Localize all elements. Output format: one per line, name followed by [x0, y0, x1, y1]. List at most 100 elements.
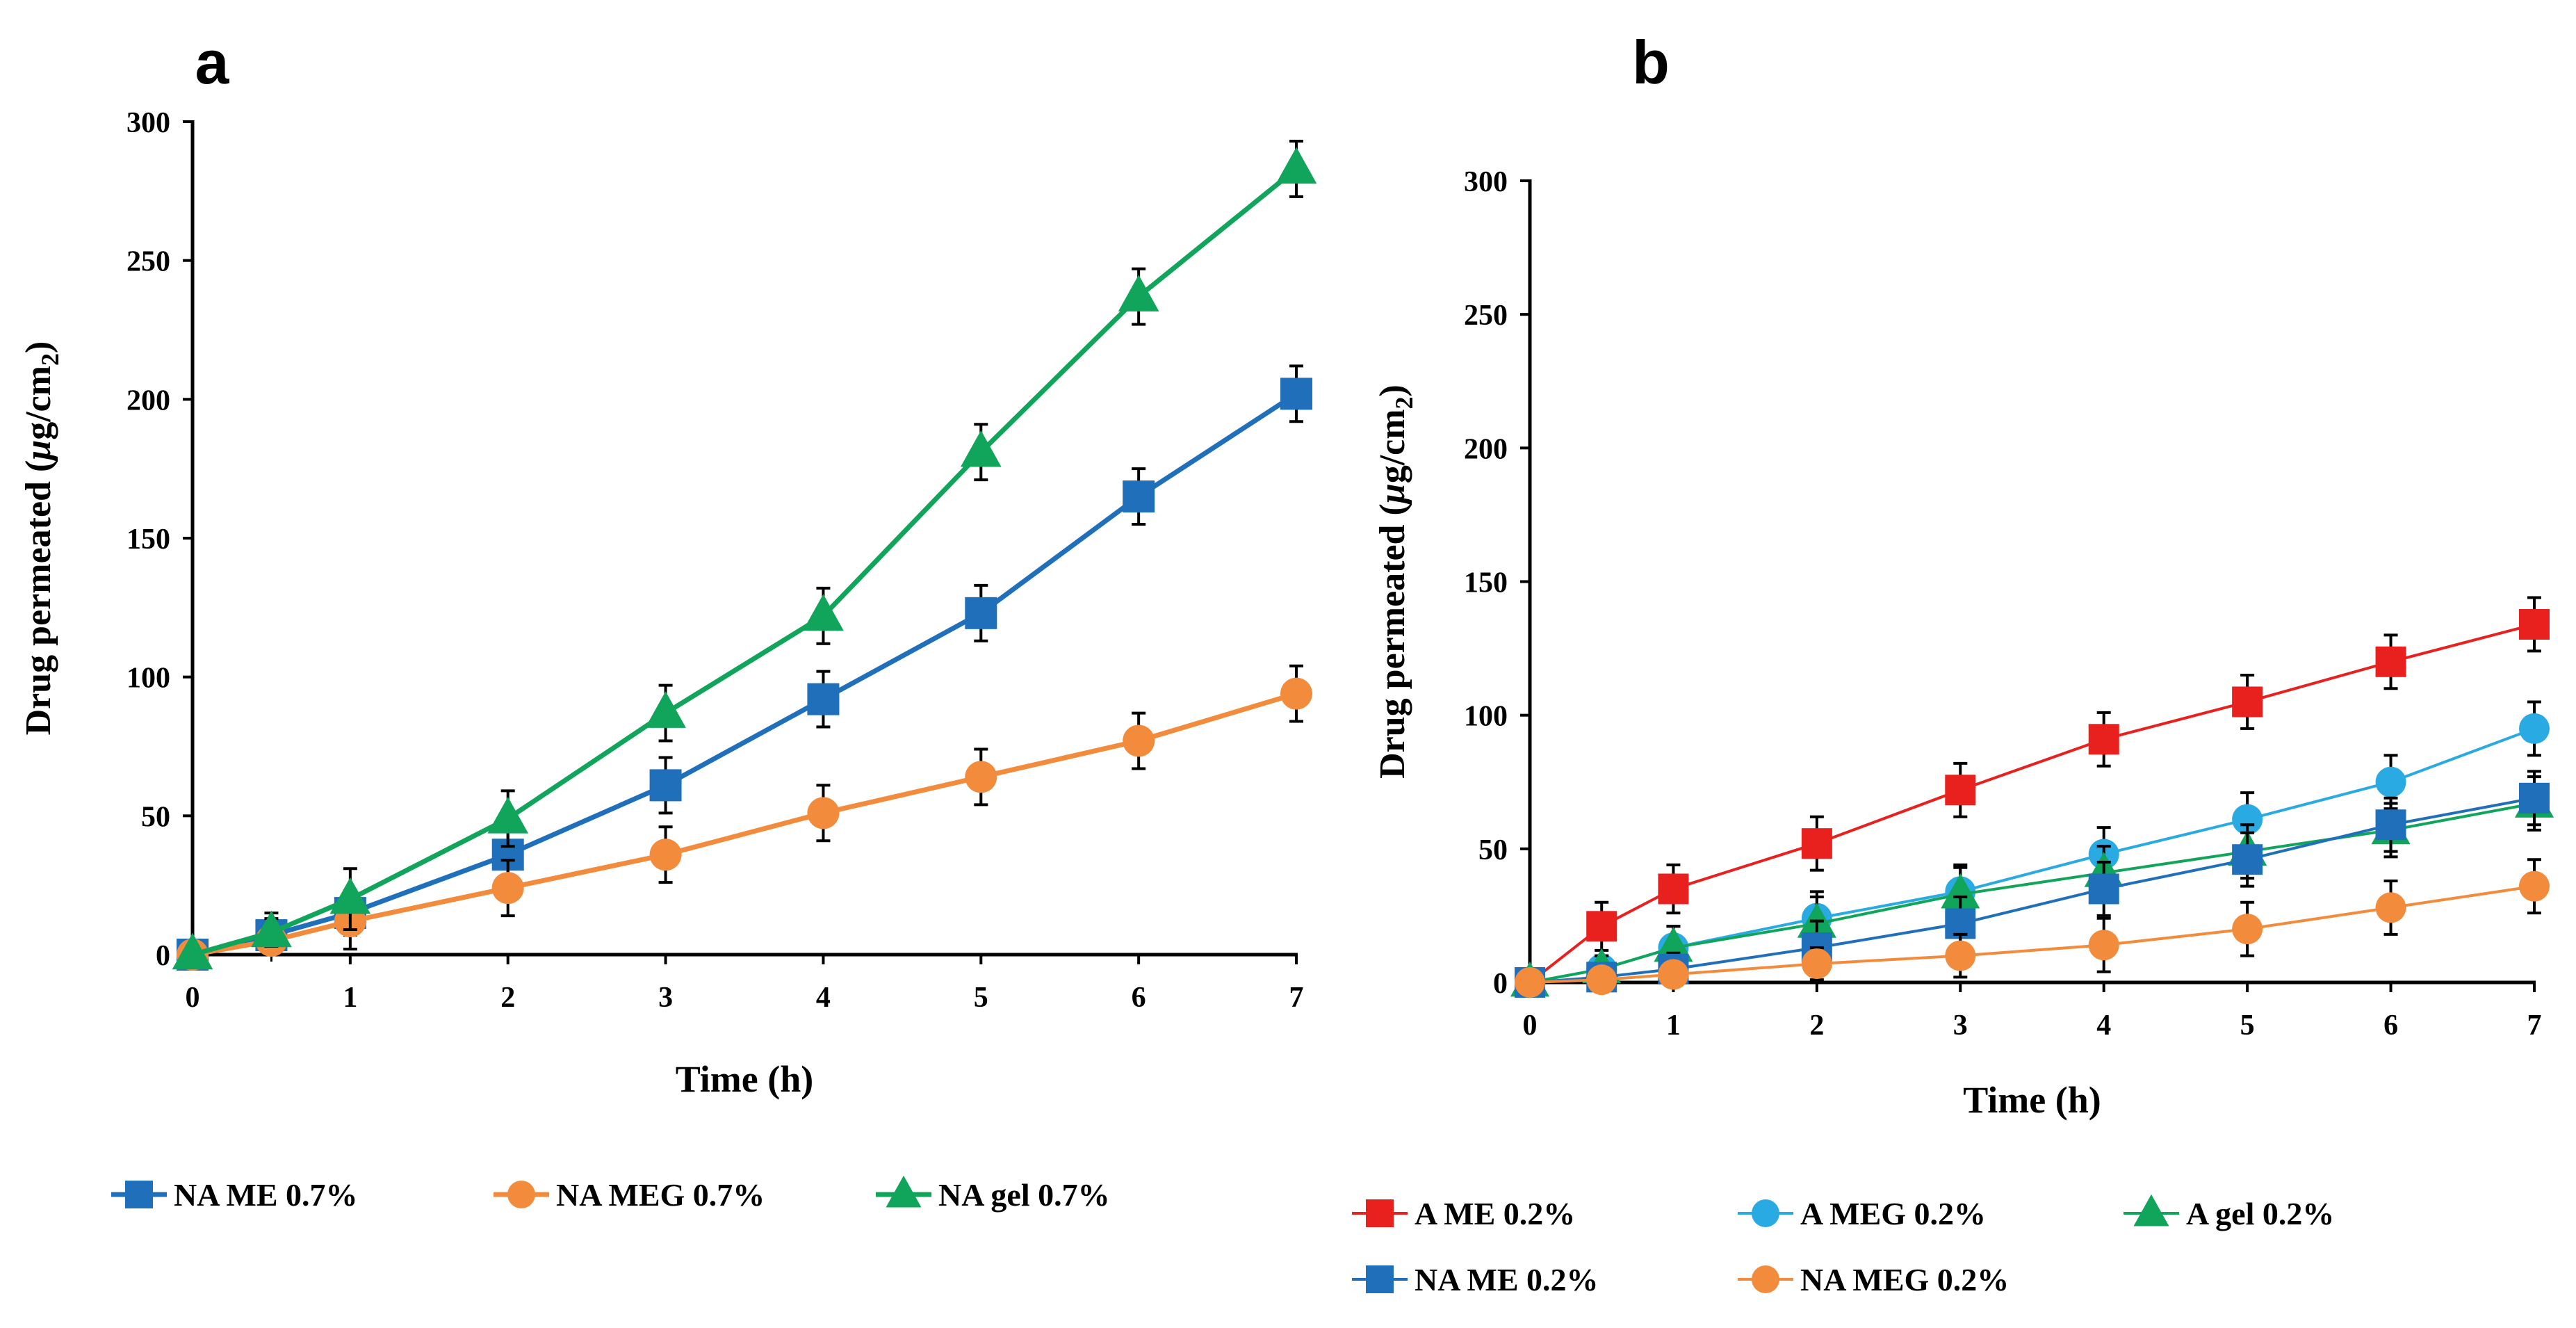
y-tick-label: 250	[127, 246, 170, 278]
data-point	[1280, 677, 1312, 710]
chart-panel-b: b 0 50 100 150 200 250 300 0 1 2 3 4 5 6 7 Time (h) Drug …	[1352, 28, 2554, 1297]
x-tick-label: 3	[1953, 1010, 1968, 1042]
legend-item: A MEG 0.2%	[1738, 1196, 1986, 1231]
x-tick-label: 1	[1666, 1010, 1681, 1042]
x-tick-label: 3	[658, 982, 673, 1014]
legend-label: NA ME 0.2%	[1415, 1262, 1599, 1297]
legend-item: A ME 0.2%	[1352, 1196, 1575, 1231]
legend-label: NA ME 0.7%	[174, 1177, 358, 1213]
x-tick-label: 4	[2096, 1010, 2111, 1042]
legend-marker	[507, 1181, 535, 1208]
legend-item: NA MEG 0.2%	[1738, 1262, 2009, 1297]
y-axis-label-suffix: )	[1373, 384, 1412, 396]
data-point	[1801, 948, 1832, 980]
data-point	[965, 597, 997, 629]
data-point	[1586, 911, 1617, 942]
y-axis-label-suffix: )	[19, 341, 58, 353]
x-tick-label: 2	[1809, 1010, 1824, 1042]
data-point	[2519, 713, 2550, 744]
data-point	[1654, 927, 1693, 962]
legend-marker	[886, 1175, 922, 1208]
data-point	[251, 910, 292, 948]
legend-label: A gel 0.2%	[2186, 1196, 2334, 1231]
data-point	[329, 877, 371, 914]
data-point	[2088, 930, 2119, 961]
x-tick-label: 5	[974, 982, 988, 1014]
x-tick-label: 6	[1132, 982, 1146, 1014]
data-point	[803, 594, 844, 631]
legend-marker	[1752, 1265, 1779, 1293]
data-point	[2375, 892, 2406, 923]
data-point	[645, 691, 686, 728]
legend-item: NA ME 0.7%	[111, 1177, 358, 1213]
data-point	[2375, 809, 2406, 841]
series-na-meg-0-2	[1515, 858, 2550, 998]
legend-item: A gel 0.2%	[2123, 1194, 2334, 1231]
y-axis-label-unit: g/cm	[1373, 409, 1412, 483]
data-point	[2232, 844, 2263, 875]
legend-marker	[1366, 1199, 1394, 1227]
x-tick-label: 5	[2240, 1010, 2255, 1042]
data-point	[1586, 964, 1617, 996]
legend-marker	[1366, 1265, 1394, 1293]
y-tick-label: 100	[1464, 701, 1508, 733]
y-axis-label: Drug permeated (μg/cm2)	[1373, 384, 1418, 779]
legend-item: NA MEG 0.7%	[494, 1177, 765, 1213]
panel-label: a	[195, 28, 230, 97]
data-point	[649, 839, 682, 871]
y-tick-label: 150	[127, 524, 170, 556]
legend-label: NA MEG 0.7%	[556, 1177, 765, 1213]
series-na-meg-0-7	[177, 664, 1312, 971]
legend-item: NA ME 0.2%	[1352, 1262, 1599, 1297]
x-tick-label: 6	[2383, 1010, 2398, 1042]
data-point	[965, 761, 997, 793]
legend-label: NA gel 0.7%	[938, 1177, 1110, 1213]
legend-marker	[2133, 1194, 2169, 1226]
x-tick-label: 4	[816, 982, 831, 1014]
data-point	[2088, 724, 2119, 755]
series-na-gel-0-7	[172, 139, 1317, 970]
data-point	[1658, 959, 1689, 990]
y-axis-label-prefix: Drug permeated (	[19, 460, 58, 736]
data-point	[1801, 828, 1832, 859]
y-tick-label: 200	[127, 384, 170, 416]
data-point	[487, 796, 529, 834]
data-point	[1123, 480, 1155, 513]
y-tick-label: 0	[1493, 968, 1508, 1000]
data-point	[649, 769, 682, 802]
data-point	[2519, 871, 2550, 902]
series-line	[192, 391, 1298, 957]
panel-label: b	[1632, 28, 1670, 97]
y-tick-label: 200	[1464, 433, 1508, 465]
legend-marker	[1752, 1199, 1779, 1227]
y-tick-label: 300	[127, 107, 170, 139]
series-line	[1529, 623, 2535, 984]
y-axis-label-sub: 2	[1390, 396, 1418, 409]
data-point	[2232, 686, 2263, 718]
data-point	[491, 872, 524, 905]
chart-panel-a: a 0 50 100 150 200 250 300 0 1 2 3 4 5 6 7 Time (h) Drug …	[19, 28, 1317, 1213]
data-point	[960, 430, 1002, 467]
data-point	[1280, 378, 1312, 410]
y-axis-label-mu: μ	[19, 440, 58, 462]
data-point	[1941, 873, 1980, 909]
y-tick-label: 50	[141, 801, 170, 833]
x-axis-label: Time (h)	[676, 1058, 814, 1100]
x-tick-label: 0	[186, 982, 200, 1014]
y-tick-label: 300	[1464, 166, 1508, 198]
y-tick-label: 100	[127, 663, 170, 695]
data-point	[2519, 608, 2550, 640]
x-axis-label: Time (h)	[1963, 1079, 2101, 1121]
legend: NA ME 0.7% NA MEG 0.7% NA gel 0.7%	[111, 1175, 1110, 1213]
y-tick-label: 150	[1464, 567, 1508, 599]
legend-marker	[125, 1181, 153, 1208]
data-point	[1945, 940, 1976, 971]
data-point	[2232, 804, 2263, 835]
x-tick-label: 7	[1289, 982, 1304, 1014]
data-point	[1123, 724, 1155, 757]
x-tick-label: 0	[1523, 1010, 1538, 1042]
data-point	[2088, 873, 2119, 905]
data-point	[1945, 775, 1976, 806]
data-point	[1118, 275, 1159, 311]
